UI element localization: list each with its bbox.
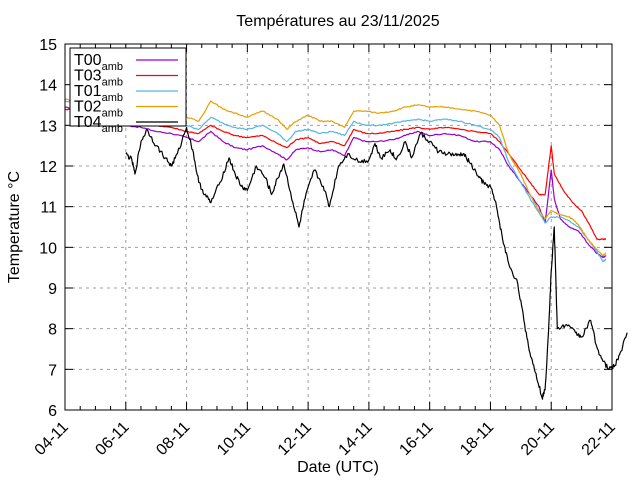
y-tick-label: 10 xyxy=(39,240,57,257)
legend-item-t03: T03amb xyxy=(74,68,178,89)
legend-label: T01amb xyxy=(74,83,123,104)
y-tick-label: 12 xyxy=(39,159,57,176)
legend-label: T02amb xyxy=(74,99,123,120)
legend-item-t04: T04amb xyxy=(74,114,178,135)
y-axis-title: Temperature °C xyxy=(6,171,23,283)
series-layer xyxy=(64,98,628,400)
x-tick-label: 08-11 xyxy=(153,419,193,459)
y-tick-label: 11 xyxy=(40,200,57,217)
y-tick-label: 7 xyxy=(48,362,57,379)
x-tick-label: 20-11 xyxy=(518,419,558,459)
legend-item-t02: T02amb xyxy=(74,99,178,120)
legend-label: T03amb xyxy=(74,68,123,89)
y-tick-label: 9 xyxy=(48,281,57,298)
legend-label: T04amb xyxy=(74,114,123,135)
x-tick-label: 06-11 xyxy=(92,419,132,459)
legend-item-t01: T01amb xyxy=(74,83,178,104)
legend-box xyxy=(69,47,187,127)
y-tick-labels: 6 7 8 9 10 11 12 13 14 15 xyxy=(39,37,57,420)
x-tick-labels: 04-11 06-11 08-11 10-11 12-11 14-11 16-11 18-11… xyxy=(32,419,619,459)
chart-title: Températures au 23/11/2025 xyxy=(236,13,440,30)
series-line-t00 xyxy=(64,106,607,259)
x-tick-label: 04-11 xyxy=(32,419,72,459)
x-axis-title: Date (UTC) xyxy=(297,459,379,476)
x-tick-label: 10-11 xyxy=(214,419,254,459)
x-tick-label: 18-11 xyxy=(457,419,497,459)
legend-item-t00: T00amb xyxy=(74,52,178,73)
y-tick-label: 15 xyxy=(39,37,57,54)
y-tick-label: 14 xyxy=(39,78,57,95)
x-tick-label: 12-11 xyxy=(275,419,315,459)
ticks xyxy=(64,43,613,411)
x-tick-label: 14-11 xyxy=(336,419,376,459)
x-tick-label: 16-11 xyxy=(396,419,436,459)
legend-label: T00amb xyxy=(74,52,123,73)
y-tick-label: 8 xyxy=(48,322,57,339)
y-tick-label: 13 xyxy=(39,118,57,135)
y-tick-label: 6 xyxy=(48,403,57,420)
series-line-t04 xyxy=(125,126,628,400)
x-tick-label: 22-11 xyxy=(579,419,619,459)
series-line-t03 xyxy=(64,108,607,241)
